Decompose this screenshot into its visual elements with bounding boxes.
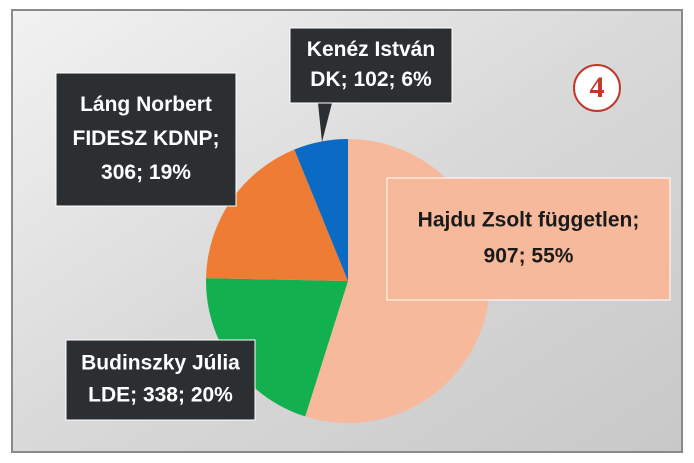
label-box <box>386 177 671 301</box>
data-label: Hajdu Zsolt független; <box>418 209 640 232</box>
data-label: Budinszky Júlia <box>81 352 240 375</box>
data-label: LDE; 338; 20% <box>88 384 233 407</box>
label-box <box>55 72 237 207</box>
data-label: Láng Norbert <box>80 93 212 116</box>
annotation: 4 <box>590 71 605 104</box>
data-label: 306; 19% <box>101 161 191 184</box>
pie-slice <box>206 278 348 417</box>
data-label: 907; 55% <box>484 245 574 268</box>
data-label: DK; 102; 6% <box>310 68 432 91</box>
pie-slice <box>206 149 348 281</box>
label-box <box>289 27 453 104</box>
pie-slice <box>294 139 348 281</box>
labels: Hajdu Zsolt független; 907; 55% Budinszky … <box>55 27 671 421</box>
label-pointer <box>318 103 332 142</box>
data-label: FIDESZ KDNP; <box>73 127 220 150</box>
data-label: Kenéz István <box>307 38 435 61</box>
annotation-circle <box>573 64 621 112</box>
label-box <box>65 339 256 421</box>
